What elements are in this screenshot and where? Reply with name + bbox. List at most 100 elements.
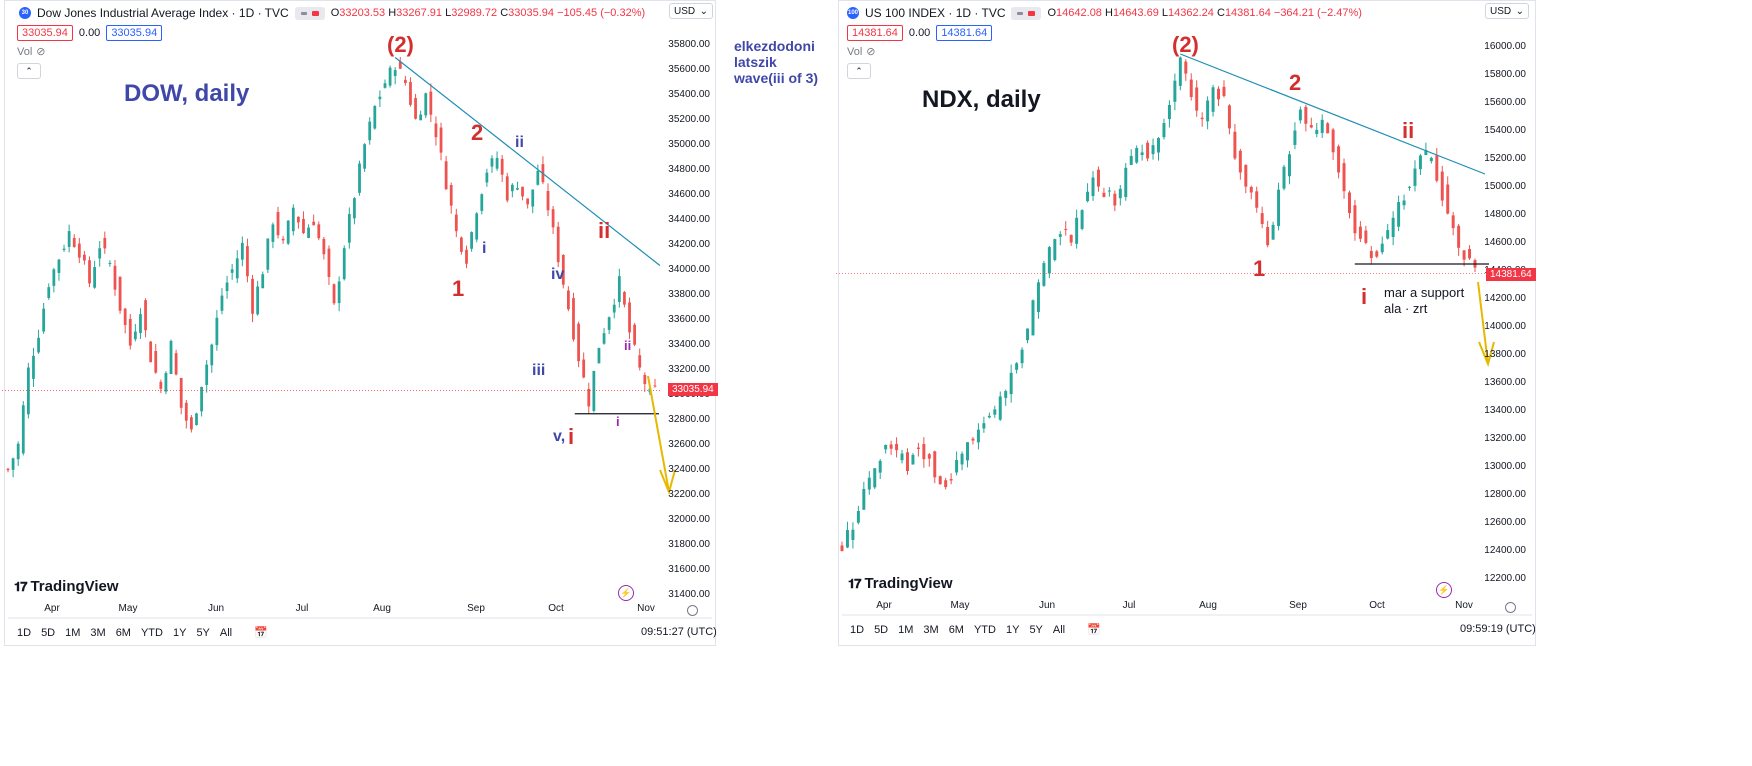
hidden-eye-icon[interactable]: ⊘	[866, 46, 876, 58]
candle-body	[1287, 154, 1291, 177]
timeframe-button[interactable]: 1D	[17, 626, 32, 639]
candle-body	[271, 224, 275, 242]
timeframe-button[interactable]: All	[1052, 623, 1066, 636]
candle-body	[867, 477, 871, 490]
candle-body	[505, 176, 509, 201]
candle-body	[266, 238, 270, 270]
price-tick-label: 12400.00	[1484, 545, 1526, 556]
timeframe-button[interactable]: 1D	[850, 623, 865, 636]
settings-gear-icon[interactable]	[1505, 602, 1516, 613]
trendline	[1180, 53, 1486, 175]
timeframe-button[interactable]: YTD	[973, 623, 996, 636]
sell-price-box[interactable]: 14381.64	[847, 25, 903, 41]
candle-body	[500, 158, 504, 175]
collapse-legend-button[interactable]: ⌃	[847, 63, 871, 79]
candle-body	[256, 286, 260, 315]
candle-body	[1375, 251, 1379, 257]
candle-body	[133, 331, 137, 340]
candle-body	[429, 91, 433, 115]
timeframe-button[interactable]: YTD	[140, 626, 163, 639]
candle-body	[1015, 363, 1019, 370]
candle-body	[623, 292, 626, 305]
candle-body	[1315, 129, 1319, 134]
ndx-header: 100 US 100 INDEX · 1D · TVC O14642.08 H1…	[847, 3, 1362, 23]
settings-gear-icon[interactable]	[687, 605, 698, 616]
timeframe-button[interactable]: 3M	[923, 623, 939, 636]
price-tick-label: 33800.00	[668, 289, 710, 300]
candle-body	[93, 267, 96, 288]
timeframe-button[interactable]: 1Y	[172, 626, 187, 639]
candle-body	[998, 396, 1002, 420]
buy-price-box[interactable]: 14381.64	[936, 25, 993, 41]
price-tick-label: 34200.00	[668, 239, 710, 250]
lightning-icon[interactable]: ⚡	[618, 585, 634, 601]
candle-body	[317, 224, 321, 239]
currency-select[interactable]: USD ⌄	[669, 3, 713, 19]
timeframe-button[interactable]: 1M	[65, 626, 81, 639]
candle-body	[21, 405, 25, 454]
candle-body	[164, 373, 168, 392]
candle-body	[353, 198, 356, 219]
time-tick-label: Aug	[1199, 600, 1217, 611]
timeframe-button[interactable]: 1M	[898, 623, 914, 636]
tradingview-logo: 𝟏𝟕 TradingView	[14, 578, 119, 595]
candle-body	[449, 185, 453, 206]
symbol-title[interactable]: US 100 INDEX · 1D · TVC	[865, 6, 1006, 20]
price-tick-label: 13400.00	[1484, 405, 1526, 416]
candle-body	[602, 333, 606, 344]
date-range-calendar-icon[interactable]: 📅	[1087, 624, 1101, 636]
timeframe-button[interactable]: 5Y	[196, 626, 210, 639]
candle-body	[113, 265, 117, 290]
candle-body	[184, 402, 188, 421]
symbol-badge-icon: 100	[847, 7, 859, 19]
wave-label: i	[1361, 284, 1368, 309]
hidden-eye-icon[interactable]: ⊘	[36, 46, 46, 58]
candle-body	[123, 308, 127, 326]
date-range-calendar-icon[interactable]: 📅	[254, 627, 268, 639]
timeframe-button[interactable]: 6M	[948, 623, 964, 636]
symbol-title[interactable]: Dow Jones Industrial Average Index · 1D …	[37, 6, 289, 20]
candle-body	[551, 209, 555, 228]
buy-price-box[interactable]: 33035.94	[106, 25, 163, 41]
candle-body	[960, 453, 964, 465]
lightning-icon[interactable]: ⚡	[1436, 582, 1452, 598]
timeframe-button[interactable]: 3M	[90, 626, 106, 639]
side-note-line: wave(iii of 3)	[734, 70, 819, 86]
wave-label: i	[568, 424, 575, 449]
candle-body	[900, 453, 904, 461]
candle-body	[159, 381, 163, 389]
visibility-toggle-icon[interactable]	[1011, 6, 1042, 20]
projection-arrow	[1477, 281, 1489, 365]
candle-body	[976, 429, 980, 443]
candle-body	[230, 269, 234, 273]
timeframe-button[interactable]: 5Y	[1029, 623, 1043, 636]
price-tick-label: 31600.00	[668, 564, 710, 575]
visibility-toggle-icon[interactable]	[294, 6, 325, 20]
candle-body	[1380, 243, 1384, 253]
clock-readout[interactable]: 09:51:27 (UTC)	[641, 626, 717, 638]
currency-select[interactable]: USD ⌄	[1485, 3, 1529, 19]
candle-body	[1244, 164, 1248, 187]
support-note-line: mar a support	[1384, 285, 1465, 300]
candle-body	[139, 314, 142, 334]
timeframe-button[interactable]: 5D	[874, 623, 889, 636]
candle-body	[1331, 129, 1335, 153]
candle-body	[1435, 155, 1439, 181]
candle-body	[1086, 191, 1090, 202]
wave-label: (2)	[1172, 32, 1199, 57]
timeframe-button[interactable]: 1Y	[1005, 623, 1020, 636]
candle-body	[1151, 145, 1155, 155]
candle-body	[653, 385, 657, 387]
timeframe-button[interactable]: All	[219, 626, 233, 639]
collapse-legend-button[interactable]: ⌃	[17, 63, 41, 79]
projection-arrow	[647, 375, 670, 493]
candle-body	[37, 337, 40, 353]
clock-readout[interactable]: 09:59:19 (UTC)	[1460, 623, 1536, 635]
timeframe-button[interactable]: 6M	[115, 626, 131, 639]
candle-body	[1255, 191, 1259, 208]
timeframe-button[interactable]: 5D	[41, 626, 56, 639]
candle-body	[1096, 169, 1100, 187]
sell-price-box[interactable]: 33035.94	[17, 25, 73, 41]
candle-body	[179, 377, 183, 408]
candle-body	[1293, 130, 1297, 145]
